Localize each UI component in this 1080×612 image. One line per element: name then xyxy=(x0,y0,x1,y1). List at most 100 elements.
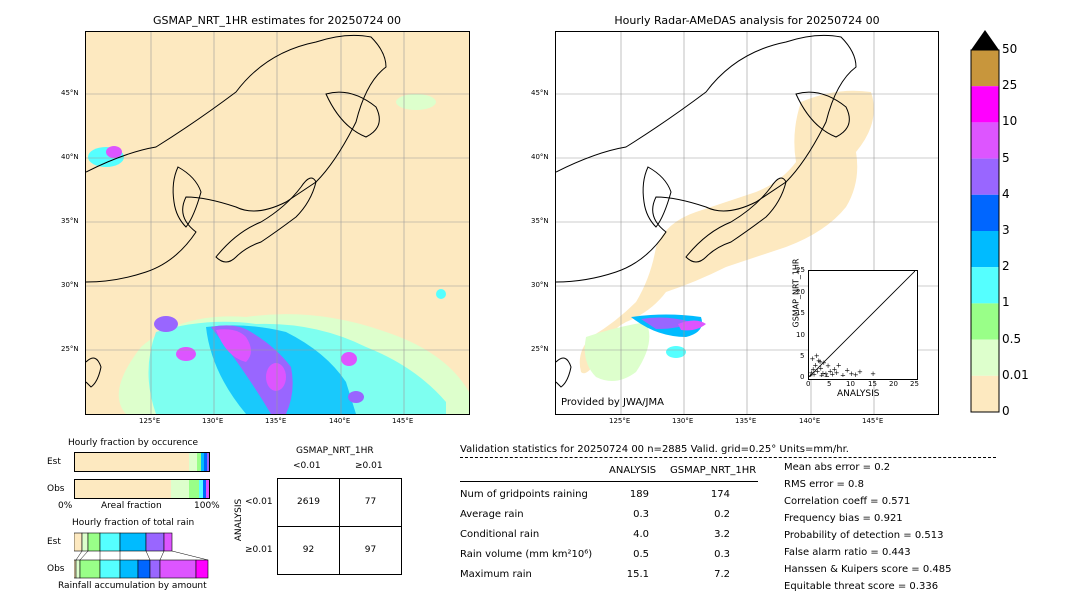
lon-label: 135°E xyxy=(265,417,287,425)
occurrence-row-obs: Obs xyxy=(47,484,65,494)
colorbar-segment xyxy=(971,339,999,376)
occurrence-title: Hourly fraction by occurence xyxy=(68,438,199,448)
occurrence-bar-est xyxy=(74,452,210,472)
stat-gsmap: 7.2 xyxy=(714,569,730,580)
lon-label: 140°E xyxy=(799,417,821,425)
contingency-cell: 92 xyxy=(302,545,315,555)
col-gsmap: GSMAP_NRT_1HR xyxy=(670,465,757,476)
scatter-point: + xyxy=(811,371,817,377)
contingency-cell: 97 xyxy=(364,545,377,555)
scatter-point: + xyxy=(814,352,820,360)
contingency-col-2: ≥0.01 xyxy=(355,461,383,471)
rain-fraction-bars xyxy=(74,532,209,579)
scatter-point: + xyxy=(836,361,842,369)
stat-gsmap: 3.2 xyxy=(714,529,730,540)
colorbar-segment xyxy=(971,303,999,340)
score-line: Correlation coeff = 0.571 xyxy=(784,496,911,507)
contingency-row-title: ANALYSIS xyxy=(234,498,245,542)
lat-label: 35°N xyxy=(531,217,549,225)
score-line: Equitable threat score = 0.336 xyxy=(784,581,939,592)
colorbar-segment xyxy=(971,122,999,159)
colorbar-extend-arrow xyxy=(971,30,999,50)
scatter-point: + xyxy=(824,372,830,377)
stat-gsmap: 174 xyxy=(710,489,730,500)
colorbar-tick-label: 2 xyxy=(1002,259,1010,274)
scatter-point: + xyxy=(816,357,822,365)
scatter-xtick: 10 xyxy=(846,380,855,388)
lon-label: 125°E xyxy=(609,417,631,425)
colorbar-segment xyxy=(971,231,999,268)
score-line: Hanssen & Kuipers score = 0.485 xyxy=(784,564,952,575)
left-map-svg xyxy=(86,32,469,414)
stat-analysis: 0.3 xyxy=(633,509,649,520)
scatter-point: + xyxy=(827,368,833,376)
colorbar-segment xyxy=(971,86,999,123)
scatter-ylabel: GSMAP_NRT_1HR xyxy=(791,258,801,328)
scatter-point: + xyxy=(819,372,825,377)
rain-fraction-axis: Rainfall accumulation by amount xyxy=(58,581,207,591)
scatter-ytick: 25 xyxy=(796,266,805,274)
colorbar-tick-label: 0.5 xyxy=(1002,331,1022,346)
stat-label: Rain volume (mm km²10⁶) xyxy=(460,549,593,560)
score-line: Frequency bias = 0.921 xyxy=(784,513,903,524)
scatter-point: + xyxy=(840,371,846,377)
lat-label: 40°N xyxy=(61,153,79,161)
lon-label: 125°E xyxy=(139,417,161,425)
scatter-point: + xyxy=(815,368,821,376)
scatter-point: + xyxy=(810,366,816,374)
scatter-point: + xyxy=(825,362,831,370)
occurrence-axis-right: 100% xyxy=(194,501,220,511)
stat-analysis: 4.0 xyxy=(633,529,649,540)
contingency-col-1: <0.01 xyxy=(293,461,321,471)
scatter-xtick: 0 xyxy=(806,380,811,388)
scatter-point: + xyxy=(820,369,826,377)
stat-label: Average rain xyxy=(460,509,524,520)
scatter-point: + xyxy=(834,369,840,377)
validation-header: Validation statistics for 20250724 00 n=… xyxy=(460,444,849,455)
left-map-title: GSMAP_NRT_1HR estimates for 20250724 00 xyxy=(152,14,402,27)
scatter-point: + xyxy=(853,371,859,377)
validation-divider xyxy=(460,457,996,458)
table-rule xyxy=(460,481,758,482)
scatter-point: + xyxy=(809,355,815,363)
contingency-cell: 77 xyxy=(364,497,377,507)
scatter-point: + xyxy=(823,370,829,377)
colorbar-segment xyxy=(971,267,999,304)
lon-label: 130°E xyxy=(202,417,224,425)
score-line: RMS error = 0.8 xyxy=(784,479,864,490)
scatter-point: + xyxy=(832,366,838,374)
lat-label: 40°N xyxy=(531,153,549,161)
score-line: Probability of detection = 0.513 xyxy=(784,530,944,541)
contingency-table: 2619 77 92 97 xyxy=(277,478,402,575)
stat-gsmap: 0.2 xyxy=(714,509,730,520)
scatter-ytick: 5 xyxy=(800,352,805,360)
colorbar-tick-label: 1 xyxy=(1002,295,1010,310)
right-map-panel xyxy=(555,31,939,415)
colorbar-segment xyxy=(971,158,999,195)
colorbar-tick-label: 3 xyxy=(1002,223,1010,237)
colorbar xyxy=(970,30,1000,413)
scatter-point: + xyxy=(829,371,835,377)
score-line: Mean abs error = 0.2 xyxy=(784,462,891,473)
contingency-row-1: <0.01 xyxy=(245,497,273,507)
scatter-panel: + + + + + + + + + + + + + + + + + + + + + + + + + + + + xyxy=(807,270,918,380)
lat-label: 25°N xyxy=(61,345,79,353)
lon-label: 135°E xyxy=(735,417,757,425)
stat-label: Conditional rain xyxy=(460,529,540,540)
rain-fraction-title: Hourly fraction of total rain xyxy=(72,518,195,528)
lat-label: 45°N xyxy=(531,89,549,97)
scatter-point: + xyxy=(809,372,813,377)
stat-analysis: 15.1 xyxy=(626,569,649,580)
scatter-point: + xyxy=(818,365,824,373)
lon-label: 145°E xyxy=(862,417,884,425)
scatter-ytick: 20 xyxy=(796,288,805,296)
lon-label: 145°E xyxy=(392,417,414,425)
scatter-point: + xyxy=(809,369,815,377)
lat-label: 30°N xyxy=(61,281,79,289)
lat-label: 35°N xyxy=(61,217,79,225)
contingency-row-2: ≥0.01 xyxy=(245,545,273,555)
colorbar-tick-label: 10 xyxy=(1002,114,1018,129)
colorbar-tick-label: 4 xyxy=(1002,186,1010,201)
rain-row-obs: Obs xyxy=(47,564,65,574)
scatter-point: + xyxy=(844,366,850,374)
